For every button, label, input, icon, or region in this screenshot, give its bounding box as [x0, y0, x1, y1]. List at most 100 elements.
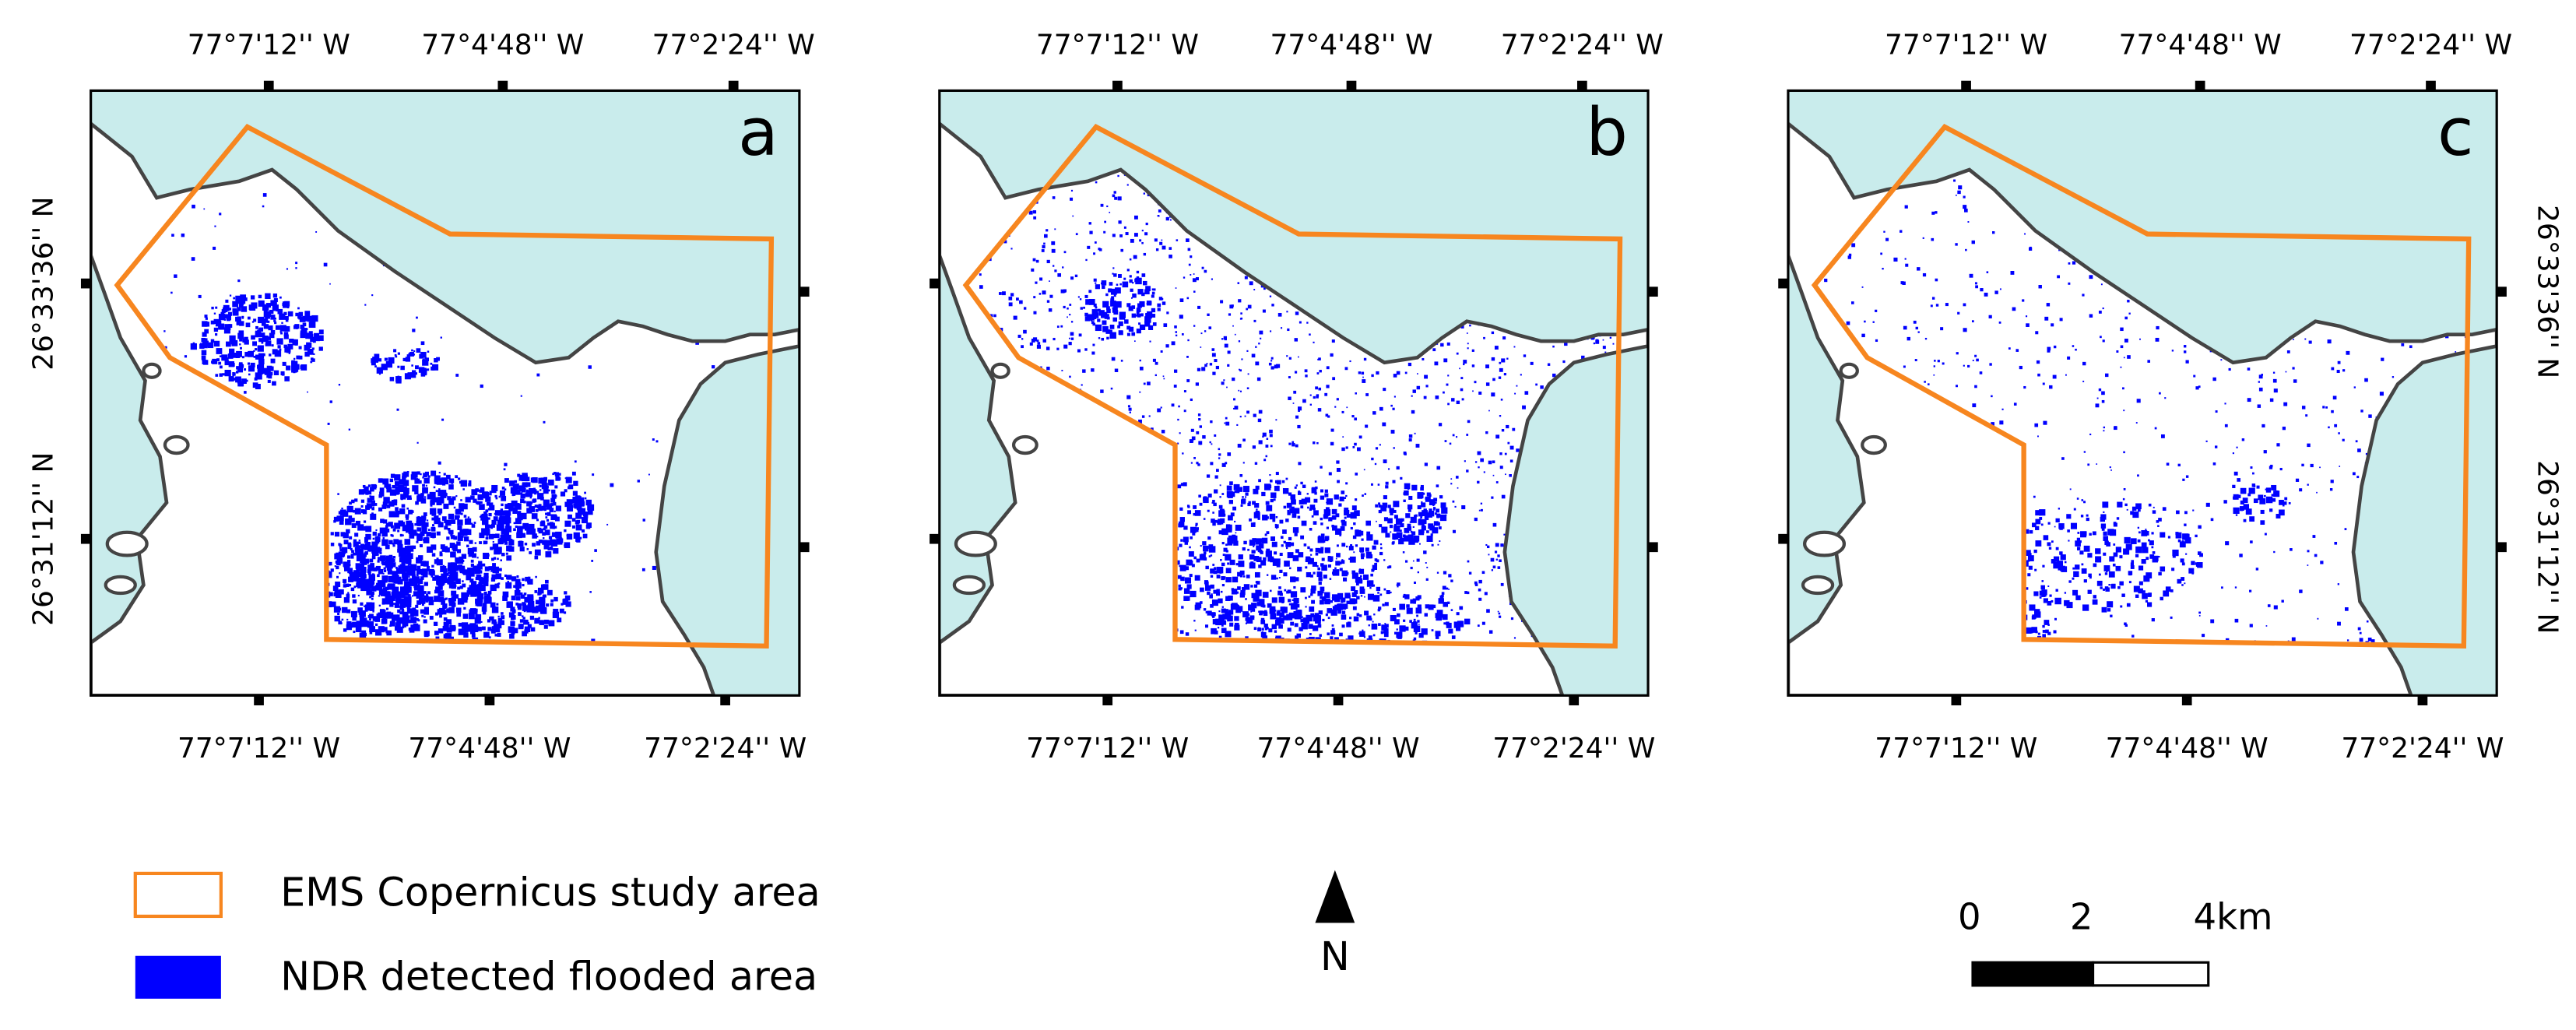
flood-patch — [298, 311, 304, 317]
flood-patch — [360, 576, 366, 582]
flood-patch — [539, 592, 542, 595]
flood-patch — [501, 503, 504, 507]
flood-patch — [402, 476, 406, 480]
flood-patch — [430, 499, 434, 504]
flood-pixel — [1199, 425, 1203, 428]
flood-patch — [460, 499, 462, 501]
flood-patch — [1306, 571, 1312, 578]
flood-patch — [1212, 619, 1218, 625]
flood-patch — [294, 342, 298, 346]
flood-pixel — [1474, 517, 1478, 522]
flood-patch — [1239, 570, 1245, 575]
flood-patch — [472, 547, 477, 552]
flood-patch — [1195, 524, 1197, 527]
flood-pixel — [1136, 270, 1140, 274]
flood-pixel — [1154, 374, 1158, 377]
flood-pixel — [1237, 282, 1240, 284]
flood-pixel — [1286, 311, 1288, 313]
flood-patch — [481, 518, 489, 526]
flood-patch — [1305, 566, 1308, 569]
flood-patch — [543, 525, 548, 529]
flood-pixel — [1038, 293, 1042, 295]
flood-patch — [370, 513, 377, 520]
flood-patch — [1405, 513, 1411, 519]
flood-patch — [1179, 524, 1183, 528]
flood-pixel — [1239, 416, 1242, 418]
flood-patch — [1403, 619, 1406, 622]
flood-patch — [501, 495, 507, 501]
flood-patch — [451, 578, 454, 582]
flood-patch — [394, 512, 399, 518]
flood-patch — [498, 568, 502, 571]
flood-patch — [1274, 480, 1279, 483]
flood-patch — [484, 524, 490, 529]
flood-patch — [369, 623, 371, 625]
flood-patch — [1128, 306, 1133, 311]
flood-patch — [481, 606, 487, 612]
flood-patch — [241, 356, 244, 359]
flood-patch — [1360, 595, 1363, 597]
flood-pixel — [1361, 538, 1364, 541]
flood-patch — [497, 615, 500, 618]
flood-patch — [1249, 518, 1252, 522]
flood-patch — [1378, 504, 1382, 508]
flood-patch — [406, 495, 412, 501]
flood-patch — [494, 583, 500, 589]
tick-mark — [728, 80, 739, 91]
flood-patch — [407, 553, 413, 560]
flood-patch — [502, 591, 509, 598]
flood-pixel — [1455, 476, 1459, 479]
flood-patch — [436, 531, 441, 536]
flood-pixel — [439, 520, 441, 522]
flood-patch — [1261, 491, 1266, 497]
flood-pixel — [1270, 357, 1274, 360]
flood-patch — [463, 606, 466, 610]
flood-pixel — [1239, 318, 1242, 320]
flood-patch — [1425, 496, 1431, 502]
flood-patch — [408, 509, 413, 515]
flood-patch — [271, 331, 275, 335]
flood-patch — [272, 294, 278, 298]
flood-patch — [1284, 589, 1287, 592]
flood-patch — [1409, 521, 1411, 523]
flood-pixel — [1366, 531, 1371, 536]
flood-patch — [1179, 517, 1185, 522]
flood-patch — [545, 540, 551, 546]
flood-patch — [563, 598, 569, 604]
flood-patch — [1183, 536, 1189, 543]
flood-pixel — [1365, 424, 1369, 428]
flood-patch — [579, 536, 582, 540]
flood-pixel — [1141, 241, 1144, 244]
flood-patch — [441, 482, 446, 486]
flood-patch — [334, 532, 340, 537]
flood-patch — [1215, 592, 1221, 596]
flood-patch — [479, 584, 486, 592]
flood-patch — [339, 548, 343, 552]
flood-pixel — [1166, 311, 1169, 315]
flood-patch — [1426, 535, 1433, 543]
flood-patch — [417, 494, 424, 501]
flood-pixel — [1186, 238, 1190, 242]
flood-patch — [1327, 632, 1330, 636]
flood-patch — [1137, 289, 1144, 295]
flood-pixel — [1198, 441, 1203, 445]
flood-pixel — [1053, 337, 1056, 341]
flood-patch — [347, 563, 351, 567]
flood-patch — [362, 620, 369, 627]
flood-patch — [361, 544, 366, 550]
flood-patch — [544, 529, 550, 536]
flood-pixel — [1292, 403, 1295, 404]
flood-patch — [1260, 617, 1265, 622]
flood-pixel — [1177, 484, 1182, 489]
flood-patch — [434, 575, 439, 580]
flood-patch — [1287, 552, 1294, 558]
flood-patch — [461, 554, 467, 559]
flood-patch — [448, 484, 454, 490]
flood-patch — [438, 512, 441, 515]
flood-patch — [387, 598, 394, 605]
flood-patch — [410, 372, 416, 378]
flood-pixel — [1160, 350, 1163, 353]
flood-patch — [517, 511, 522, 515]
flood-patch — [311, 358, 315, 362]
flood-patch — [483, 591, 487, 596]
